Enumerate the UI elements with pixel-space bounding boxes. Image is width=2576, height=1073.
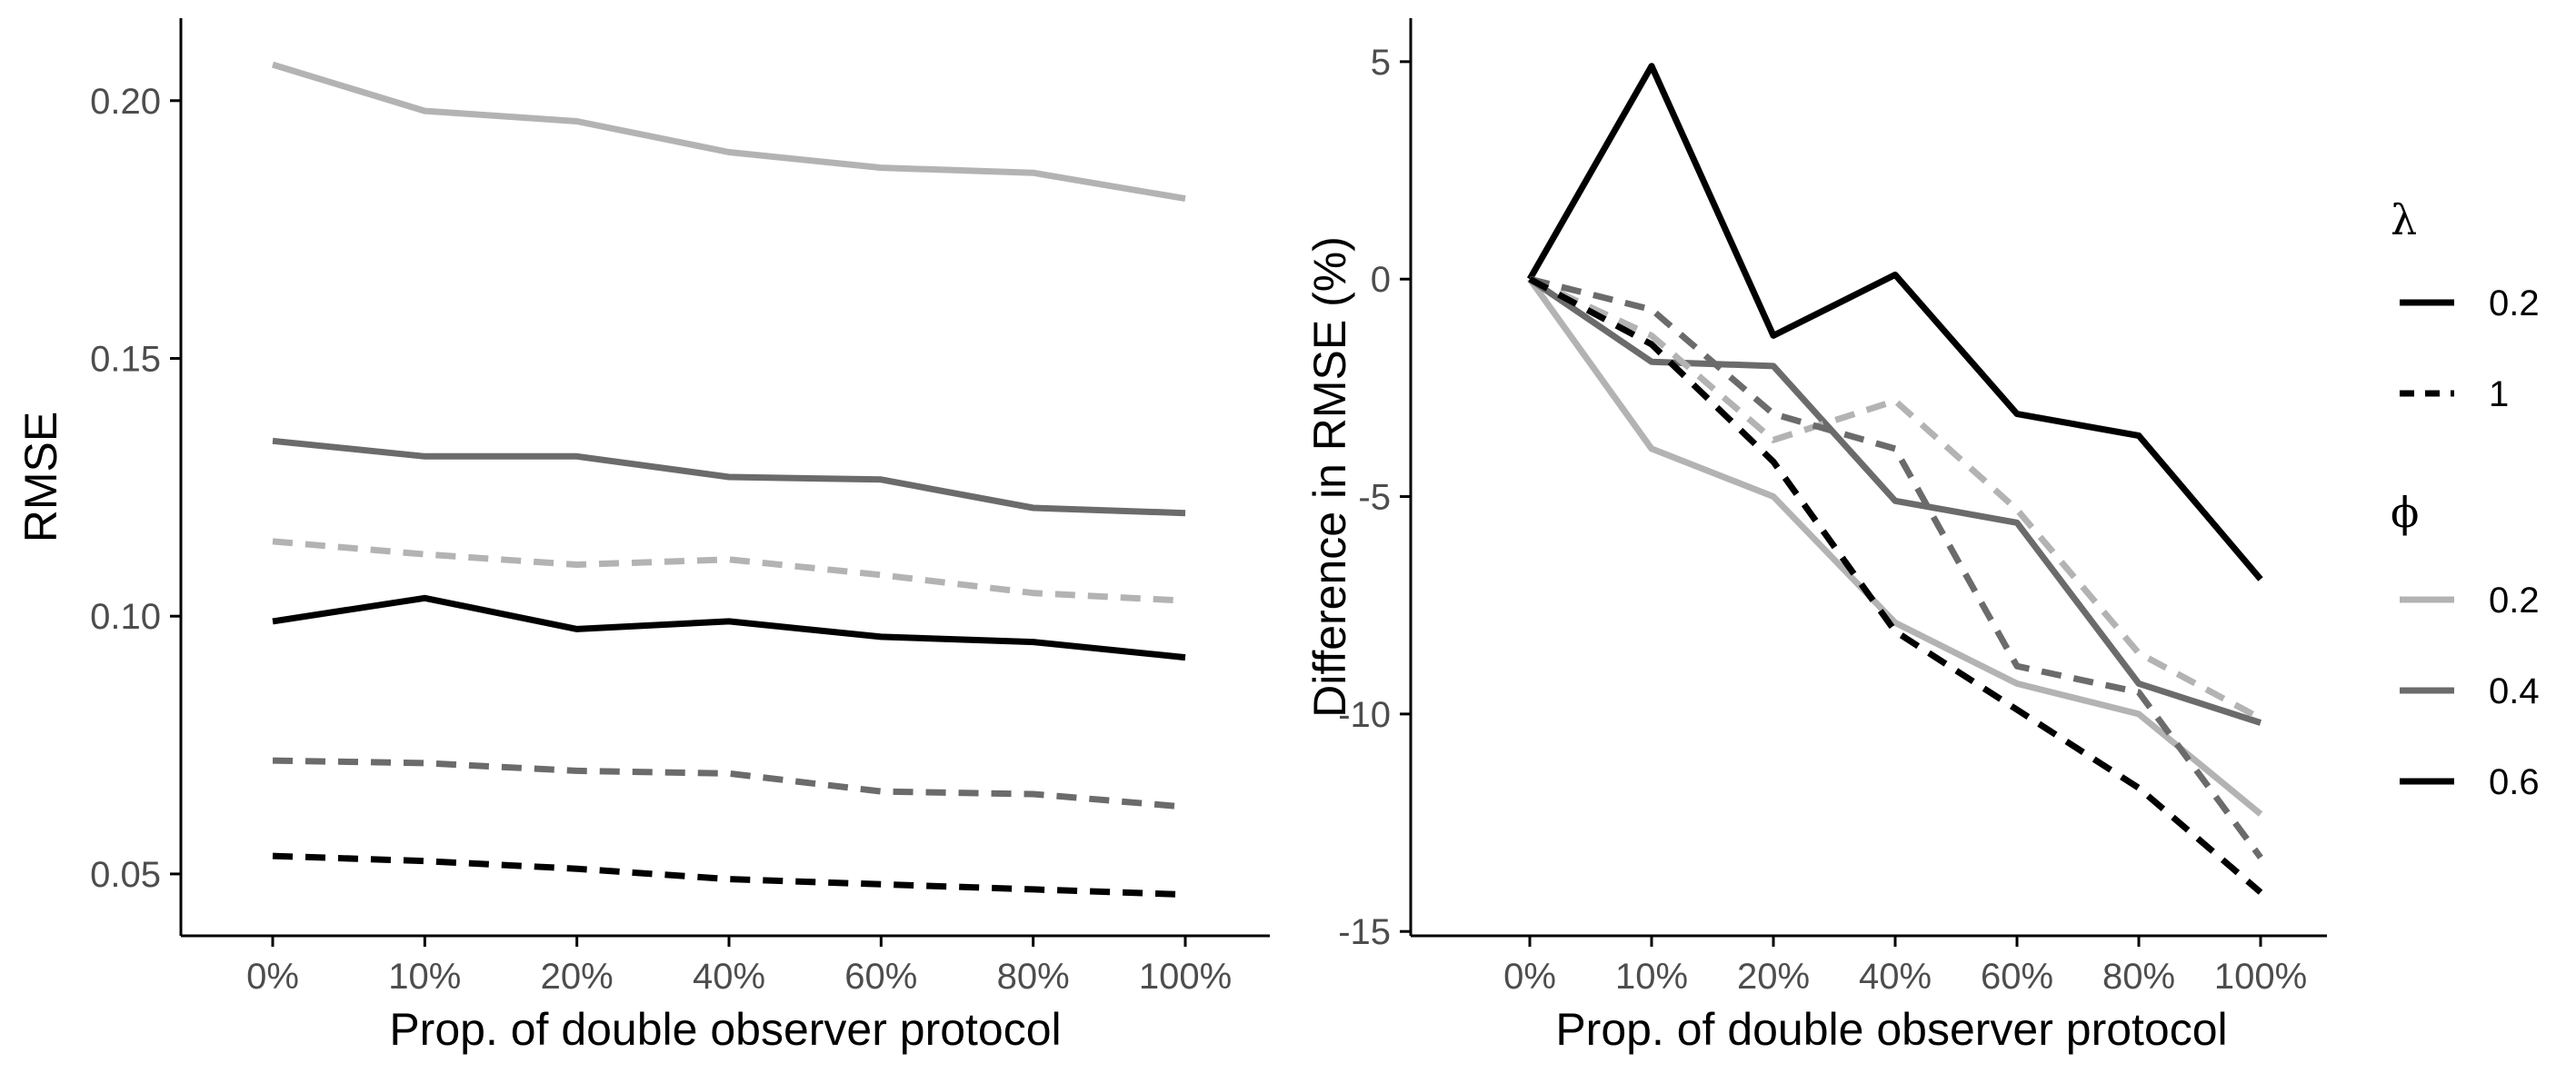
left-series-line-lambda-0.2-phi-0.2	[271, 61, 1186, 203]
left-x-tick-label: 20%	[541, 957, 614, 997]
left-y-tick-label: 0.05	[90, 855, 161, 895]
right-series-line-lambda-1-phi-0.2	[1528, 276, 2262, 721]
left-x-ticks: 0% 10% 20% 40% 60% 80% 100%	[246, 936, 1232, 997]
left-x-tick-label: 60%	[844, 957, 917, 997]
right-x-tick-label: 60%	[1981, 957, 2053, 997]
right-series-line-lambda-1-phi-0.4	[1529, 275, 2263, 859]
left-series-line-lambda-1-phi-0.6	[272, 852, 1186, 899]
legend-phi-label-0.6: 0.6	[2489, 762, 2540, 802]
right-series-lines	[1526, 63, 2263, 895]
left-y-ticks: 0.05 0.10 0.15 0.20	[90, 82, 181, 895]
left-y-tick-label: 0.15	[90, 339, 161, 379]
right-series-line-lambda-0.2-phi-0.6	[1526, 63, 2263, 581]
right-y-axis-title: Difference in RMSE (%)	[1304, 236, 1355, 718]
right-y-tick-label: 0	[1371, 260, 1391, 300]
right-x-tick-label: 40%	[1859, 957, 1932, 997]
right-series-line-lambda-1-phi-0.6	[1528, 276, 2263, 895]
right-y-tick-label: -10	[1338, 695, 1391, 735]
left-x-tick-label: 80%	[997, 957, 1070, 997]
left-x-tick-label: 10%	[388, 957, 461, 997]
right-x-tick-label: 100%	[2214, 957, 2307, 997]
right-x-ticks: 0% 10% 20% 40% 60% 80% 100%	[1503, 936, 2307, 997]
legend-lambda-label-1: 1	[2489, 374, 2509, 414]
legend-phi-label-0.4: 0.4	[2489, 671, 2540, 711]
left-y-tick-label: 0.10	[90, 597, 161, 637]
left-x-axis-title: Prop. of double observer protocol	[389, 1004, 1061, 1055]
right-x-axis-title: Prop. of double observer protocol	[1555, 1004, 2227, 1055]
right-x-tick-label: 80%	[2102, 957, 2175, 997]
left-series-line-lambda-1-phi-0.2	[272, 538, 1186, 604]
legend-phi-title: ϕ	[2391, 488, 2419, 537]
right-series-line-lambda-0.2-phi-0.2	[1527, 277, 2263, 817]
legend-lambda-items: 0.21	[2400, 283, 2540, 414]
left-series-line-lambda-0.2-phi-0.6	[272, 594, 1186, 661]
right-series-line-lambda-0.2-phi-0.4	[1528, 276, 2262, 726]
right-y-tick-label: -15	[1338, 912, 1391, 952]
left-panel: 0.05 0.10 0.15 0.20 0% 10% 20% 40% 60% 80% 100% P…	[15, 18, 1270, 1055]
left-y-tick-label: 0.20	[90, 82, 161, 122]
right-x-tick-label: 20%	[1737, 957, 1810, 997]
left-y-axis-title: RMSE	[15, 412, 66, 542]
left-series-line-lambda-0.2-phi-0.4	[272, 437, 1186, 517]
left-x-tick-label: 100%	[1139, 957, 1232, 997]
right-y-tick-label: 5	[1371, 43, 1391, 83]
right-panel: 5 0 -5 -10 -15 0% 10% 20% 40% 60% 80% 100% Prop. o…	[1304, 18, 2327, 1055]
legend-phi-items: 0.2 0.4 0.6	[2400, 581, 2540, 802]
legend: λ 0.21 ϕ 0.20.40.6	[2391, 195, 2540, 802]
legend-lambda-title: λ	[2391, 195, 2417, 244]
right-x-tick-label: 10%	[1615, 957, 1688, 997]
left-x-tick-label: 0%	[246, 957, 299, 997]
right-x-tick-label: 0%	[1503, 957, 1556, 997]
legend-phi-label-0.2: 0.2	[2489, 581, 2540, 621]
left-x-tick-label: 40%	[693, 957, 765, 997]
left-series-lines	[271, 61, 1186, 899]
legend-lambda-label-0.2: 0.2	[2489, 283, 2540, 323]
right-y-ticks: 5 0 -5 -10 -15	[1338, 43, 1411, 952]
right-y-tick-label: -5	[1358, 478, 1391, 518]
left-series-line-lambda-1-phi-0.4	[272, 757, 1186, 810]
